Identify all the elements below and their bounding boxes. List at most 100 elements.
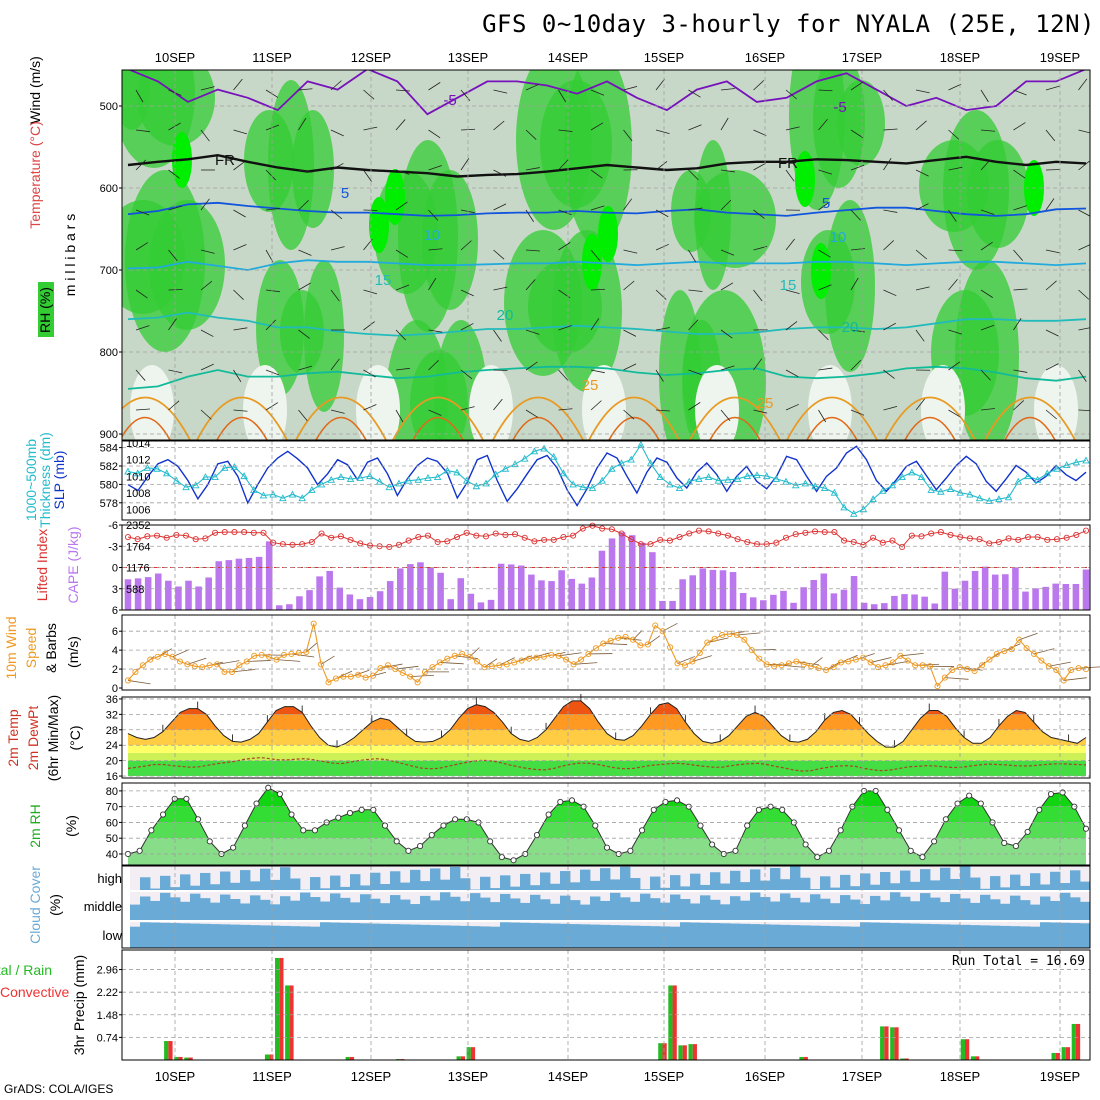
slp-tick: 1012: [126, 455, 150, 467]
thickness-marker: [675, 484, 684, 492]
cape-bar: [185, 580, 192, 610]
isotherm-label: 15: [375, 272, 392, 289]
ylabel-wind-2: Speed: [23, 628, 39, 668]
wind-barb: [1045, 85, 1060, 91]
wind-barb-10m: [1063, 677, 1087, 681]
wind-speed-marker: [533, 654, 540, 661]
lifted-index-marker: [657, 536, 664, 543]
lifted-index-marker: [618, 530, 625, 537]
cape-bar: [951, 588, 959, 610]
thickness-marker: [956, 488, 964, 496]
wind-speed-marker: [904, 657, 911, 664]
rh-band: [564, 70, 632, 246]
cloud-cell: [790, 925, 801, 948]
isotherm-25: [884, 396, 976, 440]
cloud-cell: [400, 899, 411, 920]
wind-speed-marker: [206, 662, 213, 669]
precip-conv-bar: [470, 1047, 476, 1060]
rh-dry-pocket: [695, 365, 739, 440]
wind-barb: [818, 169, 833, 175]
cloud-cell: [310, 926, 321, 948]
lifted-index-marker: [724, 532, 732, 539]
wind-barb: [1045, 198, 1055, 211]
wind-barb: [395, 284, 410, 291]
rh-tick: 80: [106, 786, 118, 798]
isotherm-25: [984, 396, 1076, 440]
wind-barb: [980, 89, 989, 103]
cloud-cell: [410, 869, 421, 890]
cloud-cell: [380, 884, 391, 890]
cloud-cell: [530, 894, 541, 920]
date-label-bottom: 13SEP: [448, 1069, 488, 1084]
wind-barb: [460, 240, 472, 251]
wind-barb-10m: [558, 652, 582, 657]
cloud-cell: [880, 900, 891, 920]
lifted-index-marker: [521, 534, 528, 541]
cape-bar: [891, 595, 898, 610]
lifted-index-marker: [676, 533, 683, 541]
wind-barb: [363, 404, 377, 411]
cloud-cell: [330, 922, 341, 948]
slp-tick: 1006: [126, 505, 150, 517]
cloud-cell: [390, 924, 401, 948]
cloud-cell: [430, 925, 441, 948]
wind-speed-marker: [1038, 657, 1045, 664]
wind-speed-marker: [407, 673, 414, 680]
wind-barb: [915, 169, 929, 177]
cloud-cell: [710, 923, 721, 948]
wind-barb-10m: [692, 655, 712, 662]
rh-marker: [311, 827, 318, 834]
lifted-index-marker: [782, 534, 790, 541]
temp-tick: 32: [106, 709, 118, 721]
precip-total-bar: [658, 1043, 663, 1060]
cloud-cell: [990, 899, 1001, 920]
lifted-index-marker: [647, 541, 654, 548]
isotherm-30: [709, 416, 761, 440]
rh-marker: [919, 854, 926, 861]
cloud-cell: [430, 868, 441, 890]
lifted-index-marker: [705, 528, 712, 535]
wind-barb: [298, 329, 310, 339]
cloud-cell: [670, 894, 681, 920]
wind-barb: [850, 209, 861, 221]
wind-barb: [850, 129, 863, 138]
wind-tick: 6: [112, 626, 118, 638]
wind-barb: [753, 162, 766, 171]
wind-barb: [168, 249, 178, 262]
lifted-index-marker: [531, 538, 538, 545]
cloud-cell: [1000, 887, 1011, 890]
li-tick: 6: [112, 605, 118, 617]
cloud-cell: [590, 896, 601, 920]
wind-speed-marker: [481, 664, 488, 671]
ylabel-thickness-1: 1000~500mb: [23, 439, 39, 521]
li-tick: -3: [108, 541, 118, 553]
wind-barb: [655, 369, 664, 382]
cloud-cell: [970, 925, 981, 948]
ylabel-wind-3: & Barbs: [43, 623, 59, 673]
isotherm-25: [786, 396, 878, 440]
cloud-cell: [720, 923, 731, 948]
wind-barb-10m: [781, 664, 806, 668]
lifted-index-marker: [686, 530, 693, 537]
rh-marker: [510, 857, 517, 864]
wind-barb: [428, 129, 441, 139]
wind-barb: [655, 243, 669, 251]
wind-speed-marker: [273, 656, 280, 663]
wind-barb: [265, 207, 280, 211]
wind-barb: [1078, 244, 1090, 251]
cloud-cell: [390, 871, 401, 890]
wind-barb-10m: [187, 657, 207, 665]
thickness-marker: [124, 467, 132, 475]
wind-speed-marker: [719, 631, 726, 639]
wind-barb-10m: [632, 630, 643, 640]
cape-bar: [275, 605, 283, 610]
cloud-cell: [360, 885, 371, 890]
isotherm-10: [127, 259, 1087, 271]
wind-speed-marker: [659, 628, 666, 635]
cloud-cell: [750, 924, 761, 948]
cape-bar: [729, 572, 737, 610]
wind-barb-10m: [900, 652, 924, 657]
thickness-marker: [259, 491, 268, 499]
wind-barb: [460, 369, 473, 380]
wind-speed-marker: [1068, 666, 1075, 674]
